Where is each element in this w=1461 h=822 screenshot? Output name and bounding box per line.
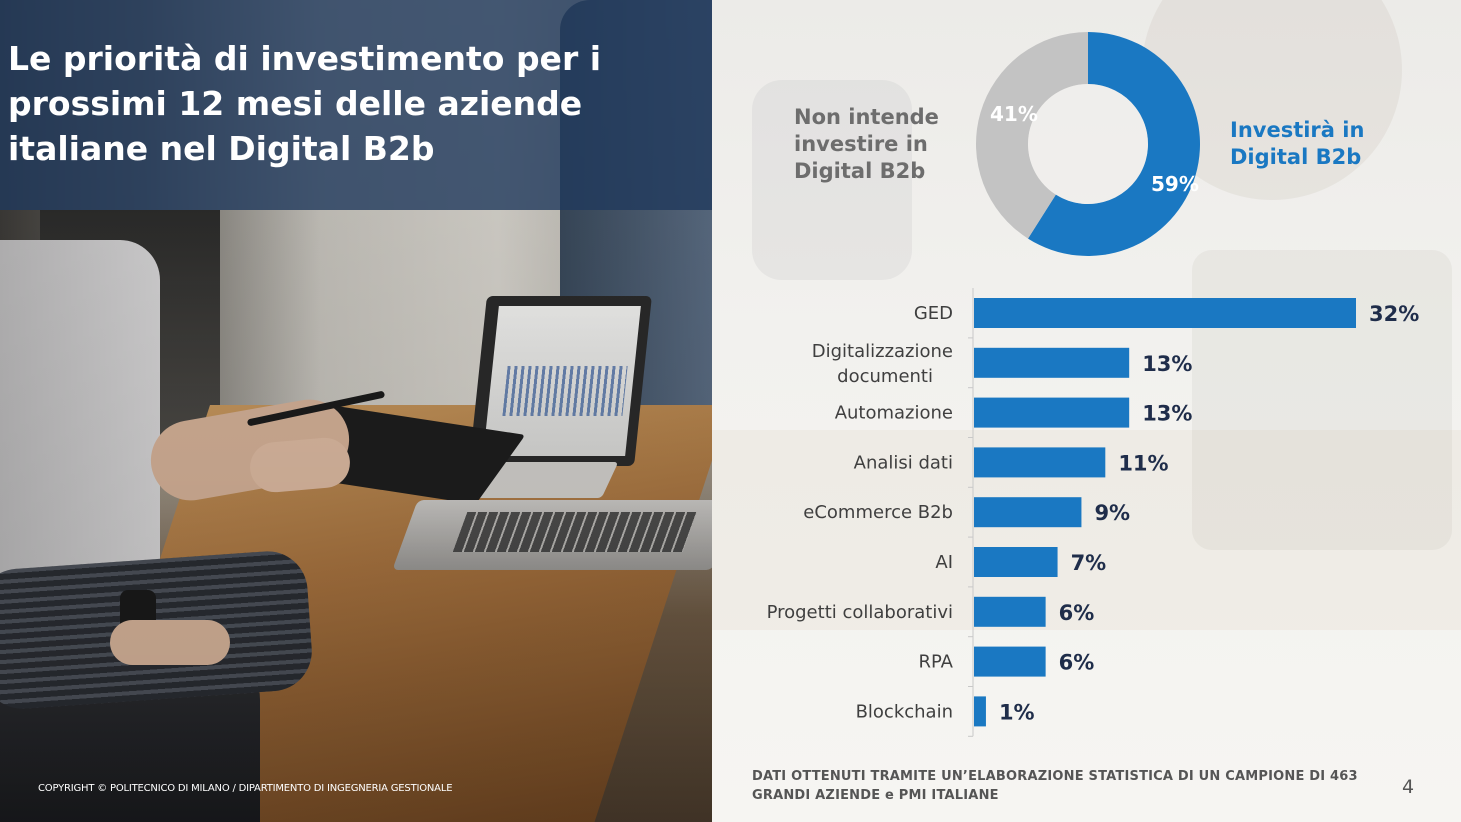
donut-value-label-invest: 59%	[1151, 172, 1199, 196]
value-label-1: 13%	[1142, 352, 1192, 376]
title-banner: Le priorità di investimento per i prossi…	[0, 0, 712, 210]
bar-2	[974, 397, 1130, 428]
bar-6	[974, 596, 1046, 627]
category-label-3: Analisi dati	[854, 452, 953, 473]
donut-legend-invest: Investirà in Digital B2b	[1230, 118, 1365, 169]
source-note: DATI OTTENUTI TRAMITE UN’ELABORAZIONE ST…	[752, 769, 1358, 803]
bar-5	[974, 547, 1058, 577]
bar-0	[974, 298, 1356, 328]
bar-1	[974, 347, 1130, 378]
category-label-4: eCommerce B2b	[803, 502, 953, 523]
value-label-5: 7%	[1071, 551, 1107, 575]
value-label-4: 9%	[1094, 501, 1130, 525]
donut-slice-1	[976, 32, 1088, 239]
bar-3	[974, 447, 1106, 478]
category-label-2: Automazione	[835, 403, 953, 424]
donut-slice-0	[1027, 32, 1200, 256]
category-label-0: GED	[914, 303, 953, 324]
bar-8	[974, 696, 986, 727]
bar-4	[974, 497, 1082, 528]
value-label-7: 6%	[1059, 651, 1095, 675]
bar-chart: GED 32% Digitalizzazione documenti 13% Automa…	[767, 288, 1419, 737]
value-label-8: 1%	[999, 700, 1035, 724]
donut-legend-not-invest: Non intende investire in Digital B2b	[794, 105, 939, 183]
category-label-5: AI	[935, 552, 953, 573]
donut-hole	[1028, 84, 1148, 204]
donut-chart	[976, 32, 1200, 256]
bar-7	[974, 646, 1046, 677]
donut-svg	[976, 32, 1200, 256]
slide-title: Le priorità di investimento per i prossi…	[8, 39, 602, 168]
category-label-8: Blockchain	[856, 701, 953, 722]
value-label-6: 6%	[1059, 601, 1095, 625]
category-label-1: Digitalizzazione documenti	[812, 341, 953, 387]
category-label-7: RPA	[918, 652, 953, 673]
copyright-text: COPYRIGHT © POLITECNICO DI MILANO / DIPA…	[38, 783, 453, 794]
value-label-3: 11%	[1118, 451, 1168, 475]
donut-value-label-not-invest: 41%	[990, 102, 1038, 126]
page-number: 4	[1402, 776, 1415, 798]
value-label-0: 32%	[1369, 302, 1419, 326]
category-label-6: Progetti collaborativi	[767, 602, 953, 623]
value-label-2: 13%	[1142, 402, 1192, 426]
